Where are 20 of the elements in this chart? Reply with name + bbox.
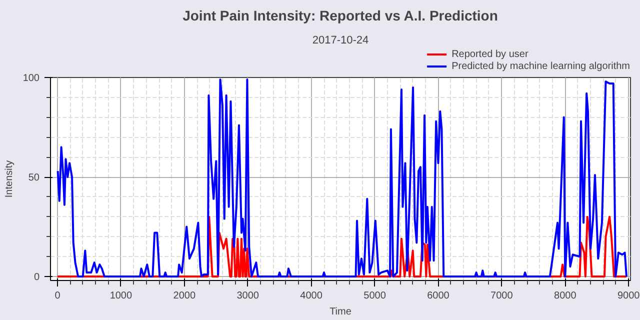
x-tick-label: 1000	[110, 290, 132, 302]
x-tick-label: 2000	[173, 290, 196, 302]
chart-title: Joint Pain Intensity: Reported vs A.I. Prediction	[182, 8, 498, 24]
y-tick-label: 100	[22, 73, 40, 84]
x-tick-label: 8000	[554, 290, 577, 302]
x-tick-label: 4000	[300, 290, 323, 302]
y-tick-label: 50	[28, 172, 40, 184]
chart-subtitle: 2017-10-24	[312, 34, 369, 46]
x-tick-label: 0	[54, 290, 61, 302]
x-tick-label: 9000	[617, 290, 640, 302]
x-tick-label: 7000	[490, 290, 514, 302]
y-tick-label: 0	[34, 272, 40, 284]
x-tick-label: 5000	[364, 290, 386, 302]
line-series	[56, 78, 628, 278]
legend-label: Predicted by machine learning algorithm	[452, 60, 630, 72]
y-axis-title: Intensity	[4, 160, 15, 198]
x-axis-title: Time	[330, 306, 352, 318]
legend-label: Reported by user	[452, 48, 528, 60]
x-tick-label: 3000	[236, 290, 260, 302]
x-tick-label: 6000	[427, 290, 450, 302]
